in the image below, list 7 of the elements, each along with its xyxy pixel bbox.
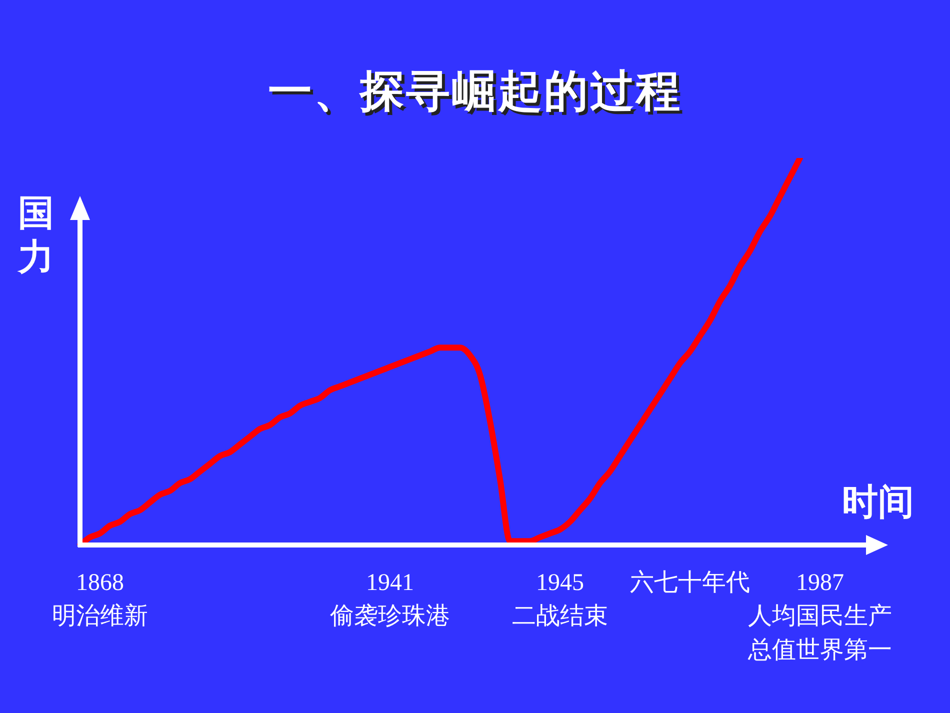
x-tick-label: 六七十年代 <box>630 569 750 596</box>
x-tick-label: 1941 偷袭珍珠港 <box>330 570 450 630</box>
x-tick-label: 1945 二战结束 <box>512 570 608 630</box>
x-axis-title: 时间 <box>842 481 914 525</box>
x-tick-label: 1868 明治维新 <box>52 570 148 630</box>
chart-title: 一、探寻崛起的过程 <box>267 65 683 119</box>
y-axis-title: 国力 <box>18 192 55 280</box>
